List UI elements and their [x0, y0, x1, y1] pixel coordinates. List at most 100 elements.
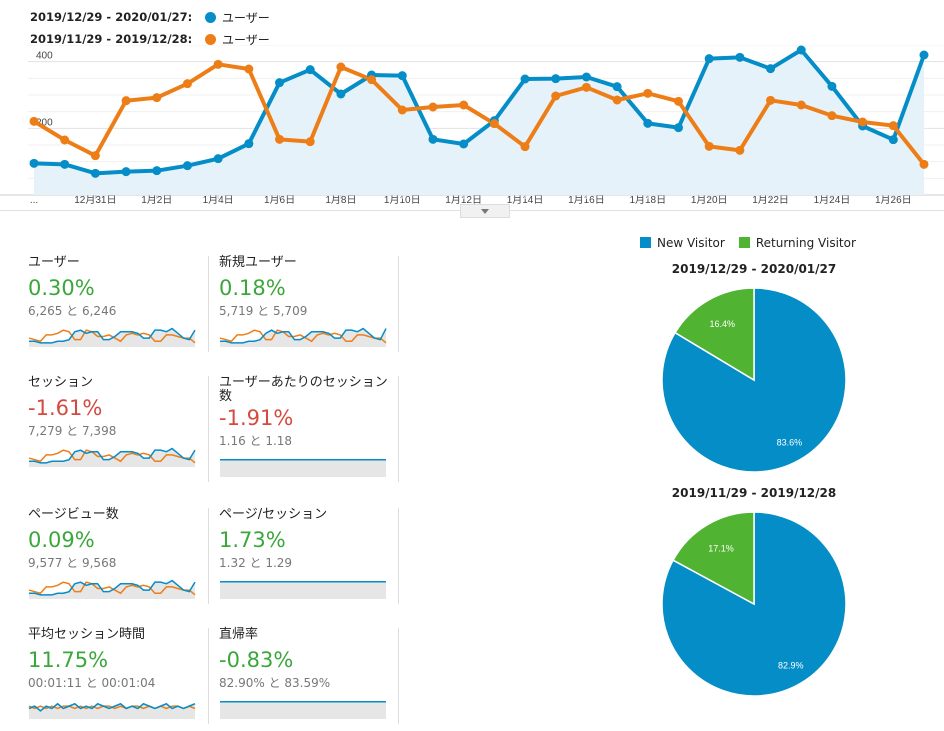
- metric-change-value: 0.18%: [219, 276, 286, 300]
- data-point-previous[interactable]: [213, 59, 223, 69]
- data-point-previous[interactable]: [673, 96, 683, 106]
- data-point-previous[interactable]: [428, 102, 438, 112]
- data-point-current[interactable]: [612, 82, 622, 92]
- data-point-previous[interactable]: [367, 75, 377, 85]
- pie-legend-returning[interactable]: Returning Visitor: [738, 236, 856, 250]
- pie-current-slice-returning-visitor[interactable]: [674, 287, 755, 382]
- data-point-previous[interactable]: [60, 135, 70, 145]
- metric-tile[interactable]: ページ/セッション 1.73% 1.32 と 1.29: [219, 508, 391, 599]
- data-point-current[interactable]: [275, 78, 285, 88]
- pie-legend-new[interactable]: New Visitor: [640, 236, 725, 250]
- pie-current-slice-label: 16.4%: [710, 319, 736, 329]
- metric-tile[interactable]: 平均セッション時間 11.75% 00:01:11 と 00:01:04: [28, 628, 200, 719]
- data-point-current[interactable]: [551, 74, 561, 84]
- data-point-previous[interactable]: [121, 96, 131, 106]
- data-point-current[interactable]: [735, 52, 745, 62]
- pie-legend: New Visitor Returning Visitor: [640, 236, 856, 250]
- x-tick-label: 1月6日: [264, 194, 295, 206]
- data-point-previous[interactable]: [919, 159, 929, 169]
- data-point-current[interactable]: [827, 81, 837, 91]
- data-point-previous[interactable]: [612, 95, 622, 105]
- data-point-previous[interactable]: [244, 64, 254, 74]
- data-point-current[interactable]: [121, 167, 131, 177]
- data-point-previous[interactable]: [397, 105, 407, 115]
- metric-tile[interactable]: ユーザーあたりのセッション数 -1.91% 1.16 と 1.18: [219, 376, 391, 477]
- data-point-previous[interactable]: [766, 95, 776, 105]
- data-point-previous[interactable]: [489, 119, 499, 129]
- pie-legend-returning-label: Returning Visitor: [755, 236, 856, 250]
- x-tick-label: 12月31日: [74, 194, 116, 206]
- metric-tile[interactable]: 直帰率 -0.83% 82.90% と 83.59%: [219, 628, 391, 719]
- data-point-current[interactable]: [213, 154, 223, 164]
- data-point-current[interactable]: [152, 166, 162, 176]
- y-tick-label: 200: [36, 117, 53, 128]
- sparkline-previous: [28, 329, 196, 344]
- sparkline-area: [220, 581, 386, 599]
- data-point-current[interactable]: [704, 54, 714, 64]
- pie-previous-slice-returning-visitor[interactable]: [672, 511, 755, 606]
- data-point-current[interactable]: [397, 71, 407, 81]
- data-point-current[interactable]: [60, 159, 70, 169]
- data-point-current[interactable]: [766, 64, 776, 74]
- data-point-previous[interactable]: [551, 91, 561, 101]
- metric-tile[interactable]: 新規ユーザー 0.18% 5,719 と 5,709: [219, 256, 391, 347]
- data-point-previous[interactable]: [305, 137, 315, 147]
- data-point-previous[interactable]: [704, 141, 714, 151]
- metric-label: 平均セッション時間: [28, 627, 146, 642]
- x-tick-label: 1月24日: [814, 194, 851, 206]
- data-point-previous[interactable]: [29, 116, 39, 126]
- legend-current: 2019/12/29 - 2020/01/27: ユーザー: [30, 6, 270, 28]
- data-point-current[interactable]: [673, 123, 683, 133]
- data-point-current[interactable]: [29, 158, 39, 168]
- chart-expand-toggle[interactable]: [460, 204, 510, 218]
- pie-chart-current[interactable]: 83.6% 16.4%: [654, 280, 854, 480]
- metric-label: ページ/セッション: [219, 507, 328, 522]
- metric-tile[interactable]: ページビュー数 0.09% 9,577 と 9,568: [28, 508, 200, 599]
- metric-sparkline: [220, 458, 386, 477]
- data-point-previous[interactable]: [90, 151, 100, 161]
- users-line-chart[interactable]: 200 400... 12月31日 1月2日 1月4日 1月6日 1月8日 1月10日 1月12…: [0, 45, 944, 210]
- data-point-previous[interactable]: [827, 111, 837, 121]
- x-tick-label: 1月22日: [752, 194, 789, 206]
- data-point-current[interactable]: [919, 50, 929, 60]
- metric-tile[interactable]: ユーザー 0.30% 6,265 と 6,246: [28, 256, 200, 347]
- data-point-current[interactable]: [305, 65, 315, 75]
- metric-column-separator: [208, 628, 209, 724]
- data-point-current[interactable]: [796, 45, 806, 55]
- data-point-current[interactable]: [336, 89, 346, 99]
- metric-compare-values: 1.16 と 1.18: [219, 434, 293, 448]
- data-point-previous[interactable]: [858, 117, 868, 127]
- data-point-current[interactable]: [90, 168, 100, 178]
- data-point-previous[interactable]: [182, 79, 192, 89]
- metric-change-value: -1.61%: [28, 396, 103, 420]
- data-point-previous[interactable]: [520, 142, 530, 152]
- data-point-previous[interactable]: [796, 100, 806, 110]
- metric-label: 新規ユーザー: [219, 255, 297, 270]
- data-point-previous[interactable]: [888, 121, 898, 131]
- data-point-current[interactable]: [888, 135, 898, 145]
- metric-tile[interactable]: セッション -1.61% 7,279 と 7,398: [28, 376, 200, 467]
- metric-compare-values: 82.90% と 83.59%: [219, 676, 331, 690]
- data-point-previous[interactable]: [581, 82, 591, 92]
- data-point-current[interactable]: [182, 161, 192, 171]
- x-tick-label: 1月18日: [629, 194, 666, 206]
- data-point-current[interactable]: [459, 139, 469, 149]
- data-point-current[interactable]: [643, 118, 653, 128]
- data-point-previous[interactable]: [275, 134, 285, 144]
- data-point-current[interactable]: [428, 134, 438, 144]
- series-line-previous: [32, 62, 926, 166]
- pie-chart-previous[interactable]: 82.9% 17.1%: [654, 504, 854, 704]
- data-point-previous[interactable]: [459, 100, 469, 110]
- x-tick-label: 1月8日: [325, 194, 356, 206]
- data-point-previous[interactable]: [336, 62, 346, 72]
- data-point-current[interactable]: [581, 72, 591, 82]
- sparkline-current: [220, 327, 387, 344]
- metric-label: ユーザーあたりのセッション数: [219, 375, 388, 404]
- data-point-previous[interactable]: [152, 93, 162, 103]
- data-point-previous[interactable]: [735, 145, 745, 155]
- data-point-current[interactable]: [520, 74, 530, 84]
- data-point-previous[interactable]: [643, 88, 653, 98]
- legend-current-dot: [205, 11, 216, 23]
- data-point-current[interactable]: [244, 139, 254, 149]
- series-area-current: [34, 50, 924, 195]
